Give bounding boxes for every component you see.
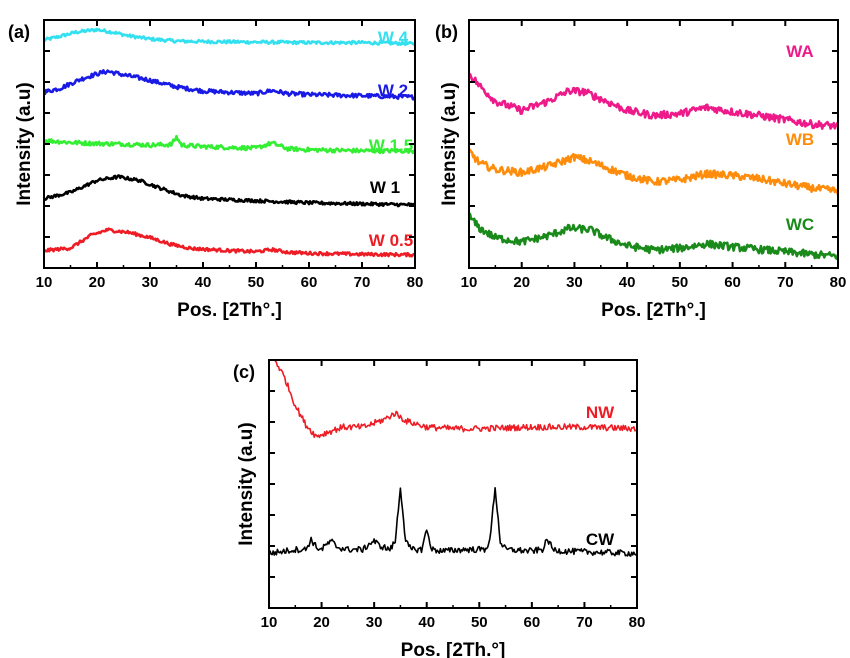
x-tick-label: 70	[354, 274, 371, 291]
x-tick-label: 60	[724, 274, 741, 291]
series-line-w-1	[44, 174, 415, 208]
panel-3: NW CW 10 20 30 40 50 60 70 80 Pos. [2Th.°] Intensit…	[233, 359, 646, 658]
x-tick-label: 60	[524, 614, 541, 631]
series-label-w-2: W 2	[378, 81, 408, 100]
x-tick-label: 20	[89, 274, 106, 291]
x-tick-label: 80	[407, 274, 424, 291]
x-tick-label: 20	[313, 614, 330, 631]
x-tick-label: 40	[195, 274, 212, 291]
series-line-w-4	[44, 27, 415, 47]
y-axis-label: Intensity (a.u)	[236, 422, 257, 546]
x-tick-label: 10	[261, 614, 278, 631]
x-axis-label: Pos. [2Th°.]	[601, 300, 706, 321]
x-tick-label: 30	[142, 274, 159, 291]
panel-label: (b)	[435, 22, 458, 42]
plot-frame	[268, 359, 638, 609]
series-line-wc	[469, 212, 838, 261]
x-tick-label: 50	[471, 614, 488, 631]
series-label-w-4: W 4	[378, 28, 409, 47]
panel-2: WA WB WC 10 20 30 40 50 60 70 80 Pos. [2Th°.] Intens…	[435, 19, 847, 321]
series-line-w-1-5	[44, 134, 415, 155]
series-label-nw: NW	[586, 403, 615, 422]
x-tick-label: 30	[566, 274, 583, 291]
x-tick-label: 30	[366, 614, 383, 631]
x-tick-label: 40	[418, 614, 435, 631]
y-axis-label: Intensity (a.u)	[439, 82, 460, 206]
series-line-wa	[469, 73, 838, 130]
panel-label: (a)	[8, 22, 30, 42]
x-axis-label: Pos. [2Th°.]	[177, 300, 282, 321]
series-line-cw	[269, 486, 637, 557]
panel-label: (c)	[233, 362, 255, 382]
y-axis-label: Intensity (a.u)	[14, 82, 35, 206]
series-line-w-0-5	[44, 227, 415, 258]
series-label-w-1: W 1	[370, 178, 400, 197]
series-label-w-1-5: W 1.5	[369, 136, 413, 155]
series-label-w-0-5: W 0.5	[369, 231, 413, 250]
x-tick-label: 60	[301, 274, 318, 291]
series-label-wb: WB	[786, 130, 814, 149]
x-tick-label: 50	[672, 274, 689, 291]
series-label-wc: WC	[786, 215, 814, 234]
x-tick-label: 70	[777, 274, 794, 291]
x-tick-label: 80	[629, 614, 646, 631]
x-tick-label: 80	[830, 274, 847, 291]
x-tick-label: 40	[619, 274, 636, 291]
plot-frame	[468, 19, 839, 269]
series-line-w-2	[44, 69, 415, 101]
x-axis-label: Pos. [2Th.°]	[401, 640, 506, 658]
x-tick-label: 50	[248, 274, 265, 291]
panel-1: W 4 W 2 W 1.5 W 1 W 0.5 10 20 30 40 50 60 70 80 Pos. …	[8, 19, 424, 321]
series-line-wb	[469, 148, 838, 196]
x-tick-label: 10	[461, 274, 478, 291]
series-line-nw	[274, 360, 637, 439]
x-tick-label: 70	[576, 614, 593, 631]
x-tick-label: 20	[513, 274, 530, 291]
x-tick-label: 10	[36, 274, 53, 291]
series-label-wa: WA	[786, 42, 813, 61]
series-label-cw: CW	[586, 530, 615, 549]
